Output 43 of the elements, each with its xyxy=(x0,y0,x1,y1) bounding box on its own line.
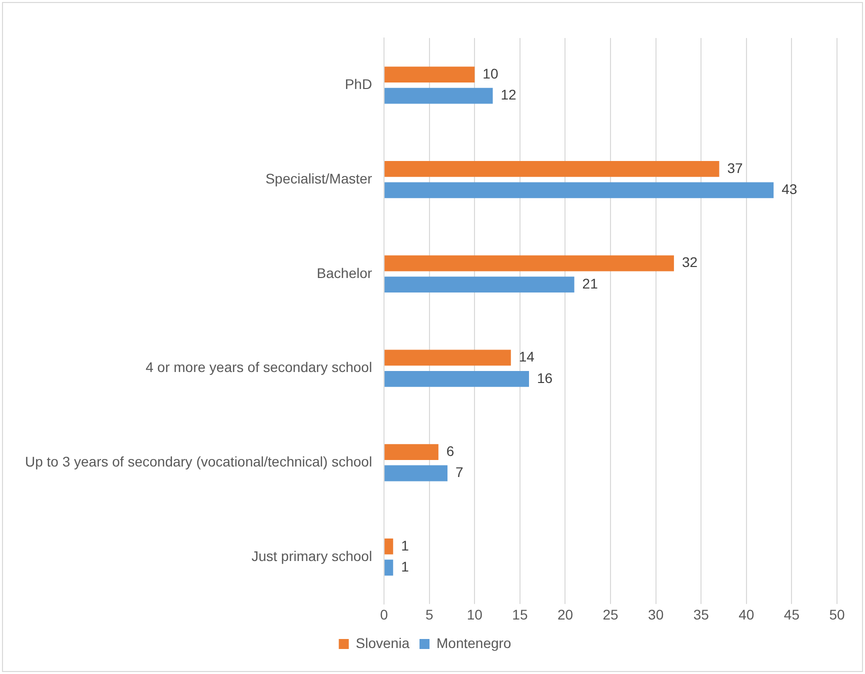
data-label: 43 xyxy=(782,181,798,198)
bar xyxy=(384,370,530,387)
bar xyxy=(384,182,774,198)
x-tick-label: 30 xyxy=(648,606,664,622)
x-tick-label: 15 xyxy=(512,606,528,622)
x-tick-label: 35 xyxy=(693,606,710,622)
bar xyxy=(384,538,394,554)
bar xyxy=(384,66,475,83)
x-tick-label: 10 xyxy=(466,606,483,622)
legend-label: Slovenia xyxy=(356,634,410,651)
bar xyxy=(384,255,674,272)
bar xyxy=(384,560,394,576)
x-tick-label: 45 xyxy=(784,606,800,622)
y-tick-label: Up to 3 years of secondary (vocational/technical) school xyxy=(24,454,372,470)
data-label: 37 xyxy=(727,160,744,176)
bar xyxy=(384,465,448,482)
y-tick-label: Specialist/Master xyxy=(265,170,372,186)
y-tick-label: Bachelor xyxy=(316,264,372,281)
x-tick-label: 40 xyxy=(738,606,754,622)
x-tick-label: 50 xyxy=(829,606,845,622)
data-label: 1 xyxy=(401,558,410,574)
data-label: 21 xyxy=(582,275,598,292)
data-label: 7 xyxy=(455,464,464,480)
bar xyxy=(384,88,493,104)
y-tick-label: Just primary school xyxy=(251,548,372,564)
data-label: 16 xyxy=(537,370,553,386)
bar xyxy=(384,276,574,292)
x-tick-label: 5 xyxy=(425,606,434,622)
x-tick-label: 20 xyxy=(557,606,574,622)
bar xyxy=(384,350,511,366)
data-label: 1 xyxy=(401,537,410,554)
y-tick-label: PhD xyxy=(344,76,372,92)
bar xyxy=(384,160,720,177)
data-label: 32 xyxy=(682,254,698,270)
y-tick-label: 4 or more years of secondary school xyxy=(146,359,372,376)
x-tick-label: 25 xyxy=(602,606,619,622)
data-label: 6 xyxy=(446,442,454,459)
x-tick-label: 0 xyxy=(380,606,388,622)
bar xyxy=(384,444,438,460)
data-label: 10 xyxy=(482,65,498,82)
data-label: 14 xyxy=(518,348,535,365)
legend-label: Montenegro xyxy=(436,634,512,651)
data-label: 12 xyxy=(500,86,517,103)
